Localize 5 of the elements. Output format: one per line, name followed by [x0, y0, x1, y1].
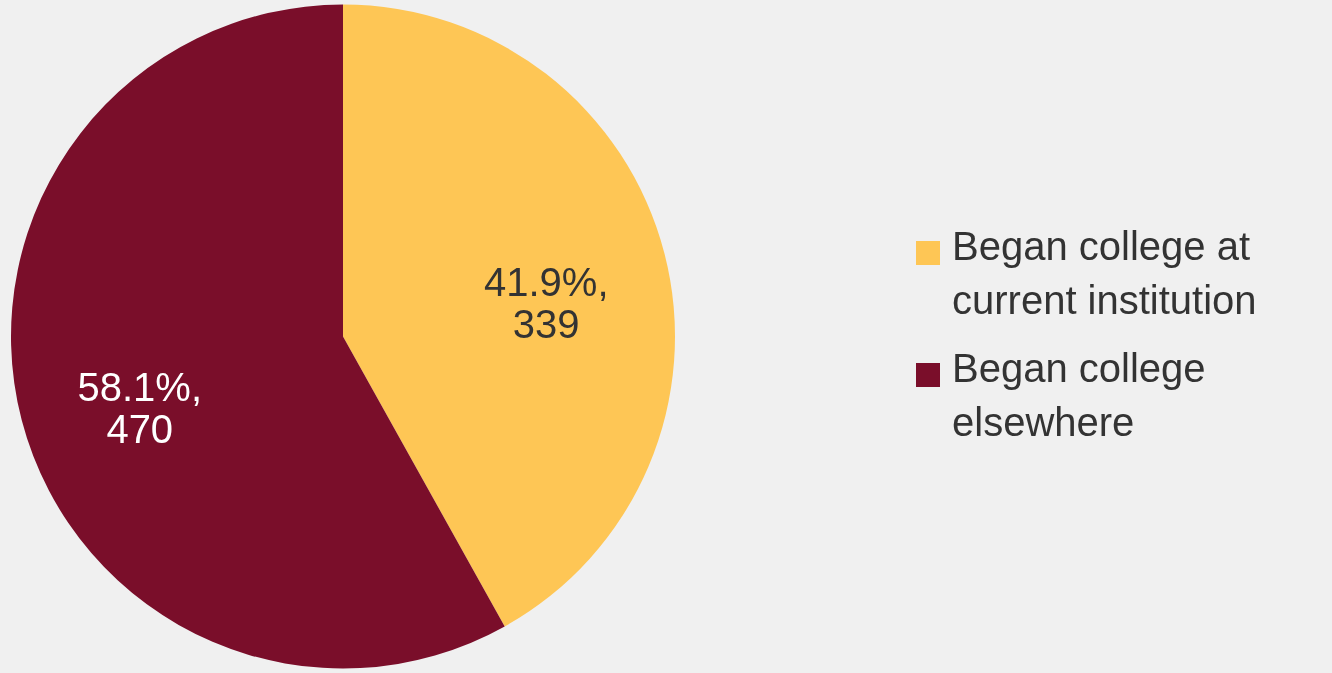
legend-label: Began college elsewhere	[952, 346, 1206, 444]
pie-slice	[343, 4, 675, 627]
data-label: 41.9%, 339	[483, 259, 609, 346]
legend-label: Began college at current institution	[952, 224, 1257, 322]
data-label: 58.1%, 470	[77, 365, 203, 452]
